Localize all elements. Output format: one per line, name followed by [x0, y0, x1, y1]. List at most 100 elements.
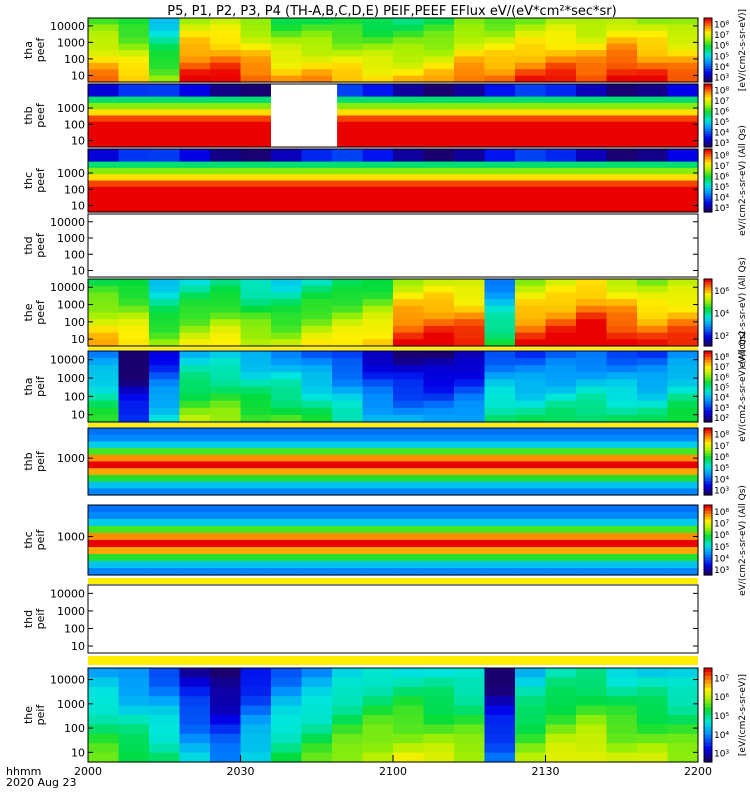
heatmap-cell — [545, 339, 577, 347]
heatmap-cell — [637, 18, 669, 25]
heatmap-cell — [423, 339, 455, 347]
heatmap-cell — [179, 733, 211, 744]
heatmap-cell — [515, 533, 547, 541]
heatmap-cell — [515, 686, 547, 697]
heatmap-cell — [667, 554, 699, 562]
colorbar-unit-label: eV/(cm2-s-sr-eV) (All Qs) — [738, 125, 748, 236]
colorbar-step — [704, 131, 712, 135]
heatmap-cell — [271, 62, 303, 70]
heatmap-cell — [423, 428, 455, 436]
heatmap-cell — [515, 128, 547, 135]
heatmap-cell — [240, 102, 272, 110]
colorbar-step — [704, 79, 712, 83]
heatmap-cell — [149, 696, 181, 707]
heatmap-cell — [484, 379, 516, 388]
heatmap-cell — [362, 568, 394, 576]
heatmap-cell — [423, 752, 455, 763]
heatmap-cell — [271, 312, 303, 320]
heatmap-cell — [454, 149, 486, 156]
heatmap-cell — [454, 668, 486, 678]
heatmap-cell — [454, 526, 486, 534]
heatmap-cell — [545, 505, 577, 513]
colorbar-step — [704, 707, 712, 712]
colorbar-step — [704, 679, 712, 685]
heatmap-cell — [118, 161, 150, 169]
heatmap-cell — [545, 121, 577, 129]
heatmap-cell — [637, 488, 669, 496]
heatmap-cell — [484, 174, 516, 182]
heatmap-cell — [576, 505, 608, 513]
heatmap-cell — [515, 428, 547, 436]
separator-strip — [88, 578, 698, 584]
heatmap-cell — [576, 24, 608, 32]
heatmap-cell — [393, 393, 425, 402]
heatmap-cell — [240, 547, 272, 555]
heatmap-cell — [545, 332, 577, 340]
heatmap-cell — [301, 305, 333, 314]
heatmap-cell — [393, 407, 425, 416]
heatmap-cell — [606, 312, 638, 320]
heatmap-cell — [667, 512, 699, 520]
heatmap-cell — [88, 62, 120, 70]
heatmap-cell — [423, 332, 455, 340]
heatmap-cell — [454, 319, 486, 327]
heatmap-cell — [88, 115, 120, 123]
heatmap-cell — [301, 43, 333, 51]
heatmap-cell — [606, 50, 638, 57]
heatmap-cell — [515, 30, 547, 38]
heatmap-cell — [484, 512, 516, 520]
heatmap-cell — [484, 69, 516, 77]
heatmap-cell — [271, 540, 303, 548]
heatmap-cell — [576, 372, 608, 380]
heatmap-cell — [576, 526, 608, 534]
heatmap-cell — [667, 668, 699, 678]
colorbar-unit-label: [eV/(cm2-s-sr-eV)] — [738, 674, 748, 756]
heatmap-cell — [606, 752, 638, 763]
heatmap-cell — [271, 414, 303, 423]
colorbar-step — [704, 154, 712, 158]
heatmap-cell — [393, 193, 425, 200]
heatmap-cell — [118, 18, 150, 25]
heatmap-cell — [423, 481, 455, 489]
heatmap-cell — [210, 102, 242, 110]
heatmap-cell — [332, 18, 364, 25]
heatmap-cell — [576, 686, 608, 697]
heatmap-cell — [301, 205, 333, 213]
colorbar-tick-label: 10⁶ — [714, 42, 729, 52]
heatmap-cell — [362, 454, 394, 463]
heatmap-cell — [88, 109, 120, 117]
heatmap-cell — [576, 400, 608, 409]
heatmap-cell — [393, 568, 425, 576]
heatmap-cell — [240, 305, 272, 314]
colorbar-step — [704, 478, 712, 482]
heatmap-cell — [393, 441, 425, 449]
heatmap-cell — [88, 434, 120, 442]
heatmap-cell — [606, 149, 638, 156]
heatmap-cell — [118, 167, 150, 175]
colorbar-step — [704, 159, 712, 163]
heatmap-cell — [606, 400, 638, 409]
heatmap-cell — [515, 448, 547, 456]
heatmap-cell — [332, 533, 364, 541]
colorbar-tick-label: 10⁶ — [714, 287, 729, 297]
heatmap-cell — [454, 434, 486, 442]
heatmap-cell — [667, 199, 699, 207]
heatmap-cell — [454, 715, 486, 725]
heatmap-cell — [454, 481, 486, 489]
heatmap-cell — [88, 752, 120, 763]
heatmap-cell — [362, 199, 394, 207]
heatmap-cell — [545, 24, 577, 32]
heatmap-cell — [179, 547, 211, 555]
heatmap-cell — [88, 441, 120, 449]
heatmap-cell — [393, 109, 425, 117]
heatmap-cell — [637, 686, 669, 697]
heatmap-cell — [393, 365, 425, 373]
heatmap-cell — [332, 733, 364, 744]
heatmap-cell — [271, 715, 303, 725]
heatmap-cell — [393, 319, 425, 327]
heatmap-cell — [88, 24, 120, 32]
heatmap-cell — [637, 134, 669, 142]
y-tick-label: 1000 — [57, 299, 85, 312]
heatmap-cell — [454, 62, 486, 70]
